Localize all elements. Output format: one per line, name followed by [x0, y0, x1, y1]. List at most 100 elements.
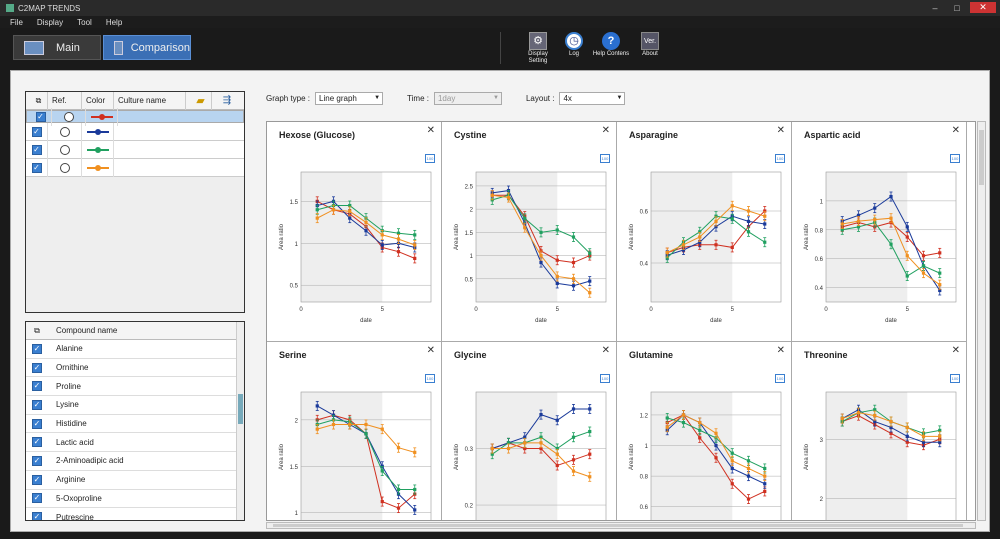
data-point[interactable]: [490, 452, 494, 456]
data-point[interactable]: [348, 209, 352, 214]
compound-row[interactable]: ✓ Lactic acid: [26, 433, 244, 453]
data-point[interactable]: [681, 420, 686, 425]
data-point[interactable]: [364, 422, 368, 427]
data-point[interactable]: [889, 431, 893, 435]
data-point[interactable]: [315, 208, 319, 212]
data-point[interactable]: [938, 271, 942, 275]
data-point[interactable]: [665, 256, 669, 260]
data-point[interactable]: [539, 441, 543, 445]
expand-graph-icon[interactable]: 100: [425, 154, 435, 163]
data-point[interactable]: [571, 407, 576, 411]
close-icon[interactable]: ✕: [426, 125, 435, 136]
culture-row[interactable]: ✓: [26, 122, 244, 141]
data-point[interactable]: [714, 456, 718, 460]
data-point[interactable]: [938, 434, 942, 438]
data-point[interactable]: [698, 420, 702, 425]
data-point[interactable]: [698, 240, 702, 244]
tab-main[interactable]: Main: [13, 35, 101, 60]
data-point[interactable]: [873, 218, 877, 222]
data-point[interactable]: [698, 436, 702, 440]
compound-checkbox[interactable]: ✓: [32, 493, 42, 504]
data-point[interactable]: [905, 274, 909, 278]
log-button[interactable]: ◷ Log: [554, 32, 594, 58]
data-point[interactable]: [763, 482, 767, 486]
compound-row[interactable]: ✓ Ornithine: [26, 358, 244, 378]
ref-radio[interactable]: [59, 126, 70, 137]
data-point[interactable]: [315, 427, 319, 431]
compound-scroll-thumb[interactable]: [238, 394, 243, 424]
layout-select[interactable]: 4x ▼: [559, 91, 626, 105]
compound-row[interactable]: ✓ Arginine: [26, 470, 244, 490]
series-color-swatch[interactable]: [90, 113, 113, 120]
data-point[interactable]: [490, 446, 494, 451]
time-select[interactable]: 1day ▼: [433, 91, 502, 105]
close-icon[interactable]: ✕: [951, 345, 960, 356]
data-point[interactable]: [938, 251, 942, 255]
graph-vertical-scrollbar[interactable]: [977, 121, 986, 521]
data-point[interactable]: [588, 475, 592, 479]
compound-checkbox[interactable]: ✓: [32, 474, 42, 485]
data-point[interactable]: [380, 469, 384, 473]
data-point[interactable]: [746, 497, 751, 501]
compound-checkbox[interactable]: ✓: [32, 362, 42, 373]
graph-hscroll-thumb[interactable]: [273, 524, 963, 527]
data-point[interactable]: [364, 220, 368, 224]
data-point[interactable]: [938, 288, 942, 293]
data-point[interactable]: [396, 237, 401, 241]
data-point[interactable]: [763, 474, 767, 478]
data-point[interactable]: [588, 291, 592, 295]
data-point[interactable]: [714, 443, 718, 448]
data-point[interactable]: [555, 228, 559, 232]
data-point[interactable]: [539, 413, 543, 417]
data-point[interactable]: [539, 230, 543, 234]
expand-graph-icon[interactable]: 100: [425, 374, 435, 383]
data-point[interactable]: [873, 414, 877, 418]
select-all-compounds-icon[interactable]: ⧉: [34, 325, 40, 335]
close-icon[interactable]: ✕: [426, 345, 435, 356]
maximize-button[interactable]: □: [954, 2, 960, 13]
data-point[interactable]: [490, 193, 494, 197]
data-point[interactable]: [905, 440, 909, 444]
data-point[interactable]: [413, 233, 417, 237]
data-point[interactable]: [856, 213, 861, 217]
data-point[interactable]: [889, 425, 893, 430]
compound-checkbox[interactable]: ✓: [32, 455, 42, 466]
data-point[interactable]: [763, 214, 767, 218]
data-point[interactable]: [506, 441, 511, 445]
data-point[interactable]: [730, 204, 734, 208]
expand-graph-icon[interactable]: 100: [600, 154, 610, 163]
data-point[interactable]: [523, 216, 527, 221]
menu-help[interactable]: Help: [105, 17, 123, 27]
compound-row[interactable]: ✓ Alanine: [26, 340, 244, 359]
data-point[interactable]: [331, 422, 336, 427]
data-point[interactable]: [555, 418, 559, 422]
data-point[interactable]: [380, 427, 384, 431]
data-point[interactable]: [921, 264, 926, 268]
data-point[interactable]: [938, 440, 942, 444]
data-point[interactable]: [331, 208, 336, 212]
data-point[interactable]: [396, 231, 401, 235]
compound-checkbox[interactable]: ✓: [32, 512, 42, 521]
data-point[interactable]: [681, 243, 686, 247]
culture-name-cell[interactable]: [114, 159, 238, 177]
data-point[interactable]: [523, 226, 527, 230]
data-point[interactable]: [905, 434, 909, 438]
data-point[interactable]: [905, 225, 909, 229]
data-point[interactable]: [763, 466, 767, 471]
graph-panel[interactable]: Aspartic acid ✕ 100 0.4 0.6 0.8 1 0 5 date Area ra…: [792, 122, 967, 342]
data-point[interactable]: [571, 435, 576, 439]
compound-checkbox[interactable]: ✓: [32, 343, 42, 354]
series-color-swatch[interactable]: [86, 164, 109, 171]
data-point[interactable]: [555, 258, 559, 262]
culture-row[interactable]: ✓: [26, 107, 244, 126]
data-point[interactable]: [588, 429, 592, 434]
data-point[interactable]: [413, 256, 417, 260]
menu-display[interactable]: Display: [36, 17, 64, 27]
data-point[interactable]: [665, 416, 669, 420]
data-point[interactable]: [714, 219, 718, 223]
data-point[interactable]: [571, 235, 576, 239]
close-window-button[interactable]: ✕: [970, 2, 996, 13]
data-point[interactable]: [588, 407, 592, 411]
